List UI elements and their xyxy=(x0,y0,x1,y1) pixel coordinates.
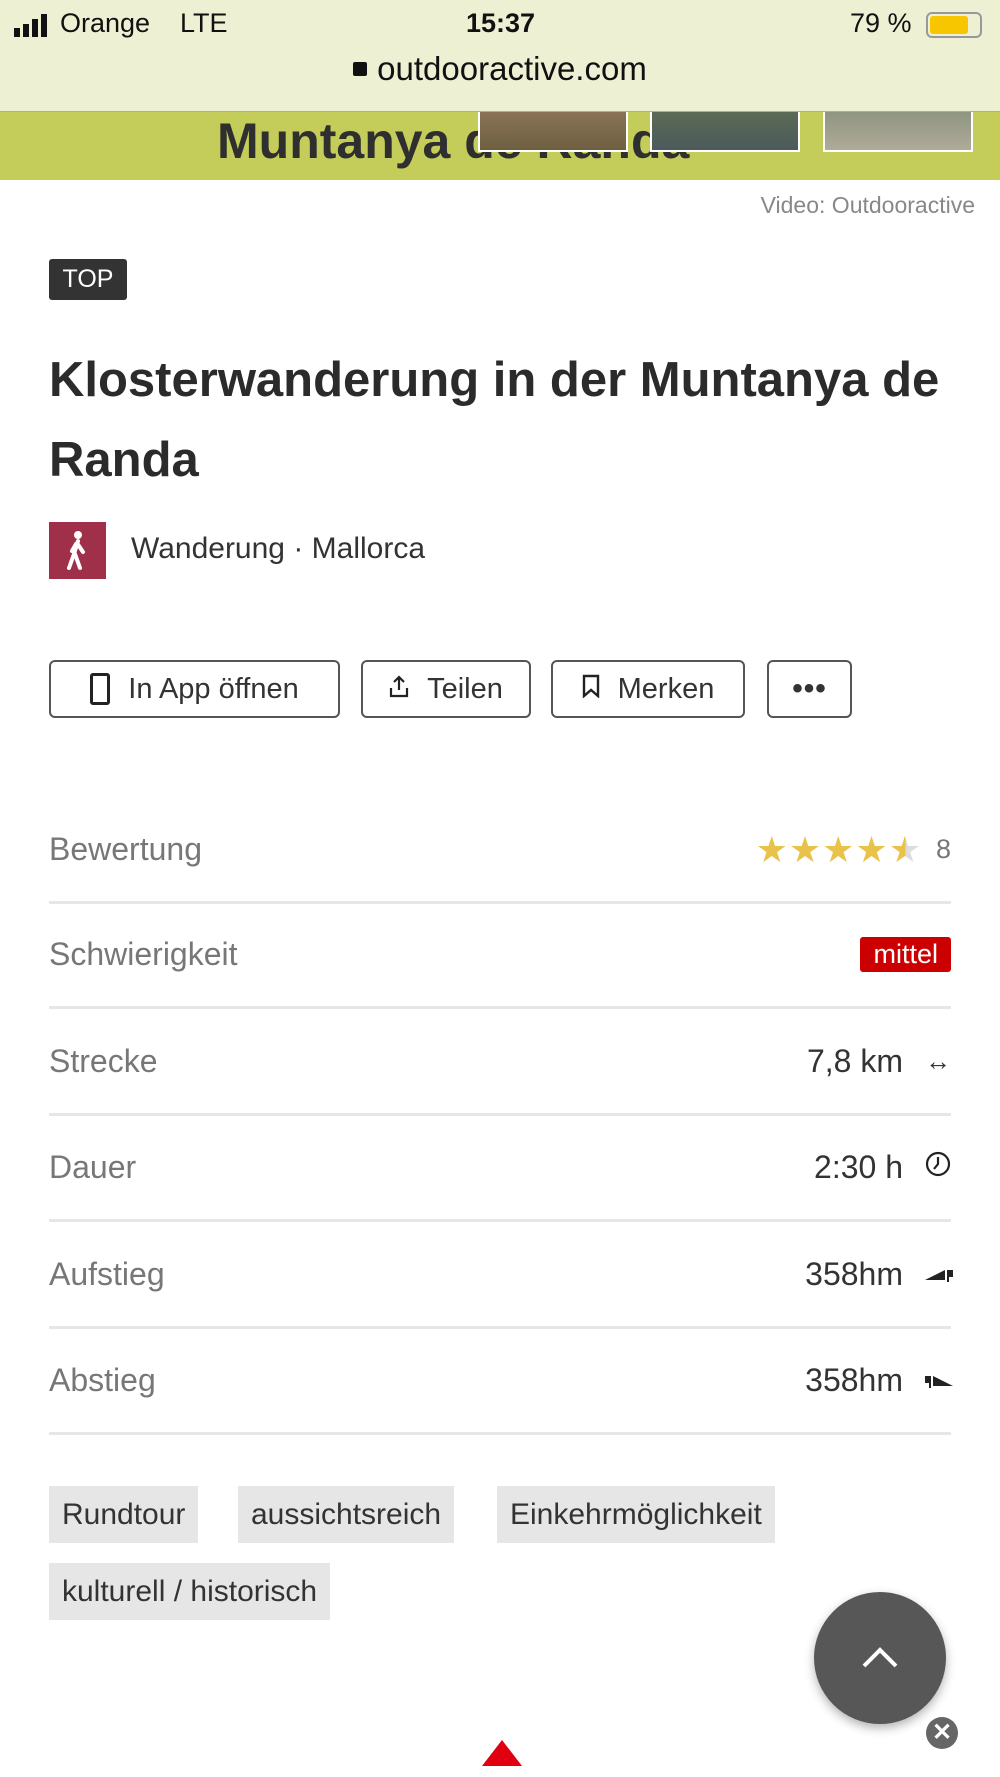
tag[interactable]: Rundtour xyxy=(49,1486,199,1543)
chevron-up-icon xyxy=(862,1647,898,1668)
url-text: outdooractive.com xyxy=(377,50,647,87)
close-icon[interactable]: ✕ xyxy=(926,1717,958,1749)
signal-icon xyxy=(14,14,47,37)
carrier: Orange xyxy=(60,8,151,38)
lock-icon xyxy=(353,62,368,77)
battery-percent: 79 % xyxy=(850,8,912,38)
tag[interactable]: kulturell / historisch xyxy=(49,1563,331,1620)
page-title: Klosterwanderung in der Muntanya de Rand… xyxy=(49,353,940,487)
star-icon: ★ xyxy=(788,828,823,870)
share-icon xyxy=(389,673,409,706)
video-banner[interactable]: Muntanya de Randa xyxy=(0,112,1000,180)
stat-label: Bewertung xyxy=(49,831,202,867)
difficulty-badge: mittel xyxy=(860,937,951,972)
browser-status-bar: Orange LTE 15:37 79 % outdooractive.com xyxy=(0,0,1000,112)
video-thumbnail[interactable] xyxy=(650,112,800,152)
share-label: Teilen xyxy=(427,672,503,705)
video-thumbnail[interactable] xyxy=(823,112,973,152)
ad-triangle-icon[interactable] xyxy=(482,1740,522,1766)
stat-row-difficulty: Schwierigkeit mittel xyxy=(49,903,951,1009)
descent-icon xyxy=(925,1365,953,1396)
bookmark-label: Merken xyxy=(617,672,715,705)
bookmark-button[interactable]: Merken xyxy=(551,660,745,718)
share-button[interactable]: Teilen xyxy=(361,660,531,718)
stat-label: Dauer xyxy=(49,1149,137,1185)
star-icon: ★ xyxy=(755,828,789,870)
top-badge: TOP xyxy=(49,259,127,300)
tablet-icon xyxy=(90,673,111,705)
stat-value: 2:30 h xyxy=(814,1149,903,1185)
tag[interactable]: aussichtsreich xyxy=(238,1486,455,1543)
star-icon: ★ xyxy=(822,828,856,870)
stat-value: 7,8 km xyxy=(806,1043,903,1079)
stat-value: 358hm xyxy=(805,1256,903,1292)
stat-row-descent: Abstieg 358hm xyxy=(49,1329,953,1435)
stat-label: Abstieg xyxy=(49,1362,156,1398)
clock-icon xyxy=(925,1151,951,1184)
video-thumbnail[interactable] xyxy=(478,112,628,152)
more-icon: ••• xyxy=(792,672,827,705)
bookmark-icon xyxy=(582,673,600,706)
stat-row-duration: Dauer 2:30 h xyxy=(49,1116,951,1222)
rating-stars: ★★★★★ xyxy=(756,829,922,871)
stat-row-rating: Bewertung ★★★★★ 8 xyxy=(49,798,951,904)
star-icon: ★ xyxy=(888,828,922,870)
rating-count: 8 xyxy=(935,834,951,864)
distance-icon: ↔ xyxy=(925,1046,951,1076)
battery-icon xyxy=(926,12,982,38)
category-location: Wanderung · Mallorca xyxy=(131,532,426,565)
scroll-to-top-button[interactable] xyxy=(814,1592,946,1724)
open-in-app-button[interactable]: In App öffnen xyxy=(49,660,340,718)
more-button[interactable]: ••• xyxy=(767,660,852,718)
stat-label: Schwierigkeit xyxy=(49,936,238,972)
video-credit: Video: Outdooractive xyxy=(760,192,975,218)
stat-label: Aufstieg xyxy=(49,1256,165,1292)
ascent-icon xyxy=(925,1259,953,1290)
hiker-icon xyxy=(49,522,106,579)
clock: 15:37 xyxy=(466,8,536,38)
tag[interactable]: Einkehrmöglichkeit xyxy=(497,1486,775,1543)
open-in-app-label: In App öffnen xyxy=(128,672,299,705)
url-bar[interactable]: outdooractive.com xyxy=(0,50,1000,88)
stat-row-ascent: Aufstieg 358hm xyxy=(49,1223,953,1329)
star-icon: ★ xyxy=(855,828,889,870)
stat-row-distance: Strecke 7,8 km ↔ xyxy=(49,1010,951,1116)
network: LTE xyxy=(180,8,228,38)
stat-label: Strecke xyxy=(49,1043,158,1079)
stat-value: 358hm xyxy=(805,1362,903,1398)
